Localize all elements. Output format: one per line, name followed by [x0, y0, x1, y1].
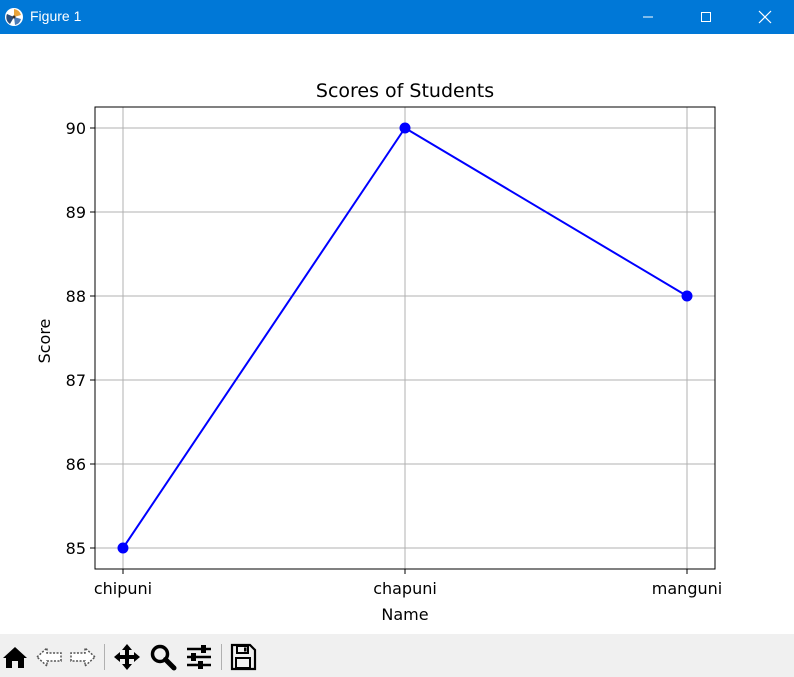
x-tick-label: chapuni — [373, 579, 437, 598]
pan-move-icon — [114, 644, 140, 670]
y-tick-label: 88 — [66, 287, 86, 306]
line-chart: chipuni chapuni manguni 85 86 87 88 89 90 Scores… — [35, 80, 723, 624]
x-axis-label: Name — [381, 605, 428, 624]
minimize-icon — [643, 16, 653, 18]
back-arrow-icon — [35, 646, 62, 668]
x-tick-label: manguni — [652, 579, 722, 598]
home-icon — [3, 647, 27, 668]
data-point-marker — [399, 122, 411, 134]
minimize-button[interactable] — [625, 0, 671, 34]
window-titlebar: Figure 1 — [0, 0, 794, 34]
axes-frame — [94, 106, 716, 570]
zoom-button[interactable] — [148, 642, 178, 672]
x-tick-label: chipuni — [94, 579, 152, 598]
zoom-magnifier-icon — [150, 644, 177, 671]
data-point-marker — [117, 542, 129, 554]
close-button[interactable] — [742, 0, 788, 34]
configure-subplots-button[interactable] — [184, 642, 214, 672]
save-button[interactable] — [228, 642, 258, 672]
home-button[interactable] — [0, 642, 30, 672]
app-logo-icon — [4, 7, 24, 27]
marker-layer — [117, 122, 693, 554]
pan-button[interactable] — [112, 642, 142, 672]
navigation-toolbar — [0, 634, 794, 677]
window-title: Figure 1 — [30, 8, 82, 24]
toolbar-separator — [221, 644, 222, 670]
y-tick-label: 85 — [66, 539, 86, 558]
y-tick-label: 89 — [66, 203, 86, 222]
grid-layer — [95, 107, 715, 569]
configure-subplots-icon — [187, 645, 211, 669]
chart-title: Scores of Students — [316, 80, 494, 102]
close-icon — [758, 10, 772, 24]
forward-arrow-icon — [70, 646, 97, 668]
forward-button[interactable] — [68, 642, 98, 672]
y-tick-label: 87 — [66, 371, 86, 390]
y-axis-label: Score — [35, 319, 54, 364]
maximize-icon — [701, 12, 711, 22]
y-tick-label: 90 — [66, 119, 86, 138]
back-button[interactable] — [34, 642, 64, 672]
data-point-marker — [681, 290, 693, 302]
toolbar-separator — [104, 644, 105, 670]
maximize-button[interactable] — [683, 0, 729, 34]
y-tick-label: 86 — [66, 455, 86, 474]
save-floppy-icon — [230, 643, 257, 671]
tick-layer: chipuni chapuni manguni 85 86 87 88 89 90 — [66, 119, 723, 598]
figure-canvas[interactable]: chipuni chapuni manguni 85 86 87 88 89 90 Scores… — [0, 34, 794, 634]
